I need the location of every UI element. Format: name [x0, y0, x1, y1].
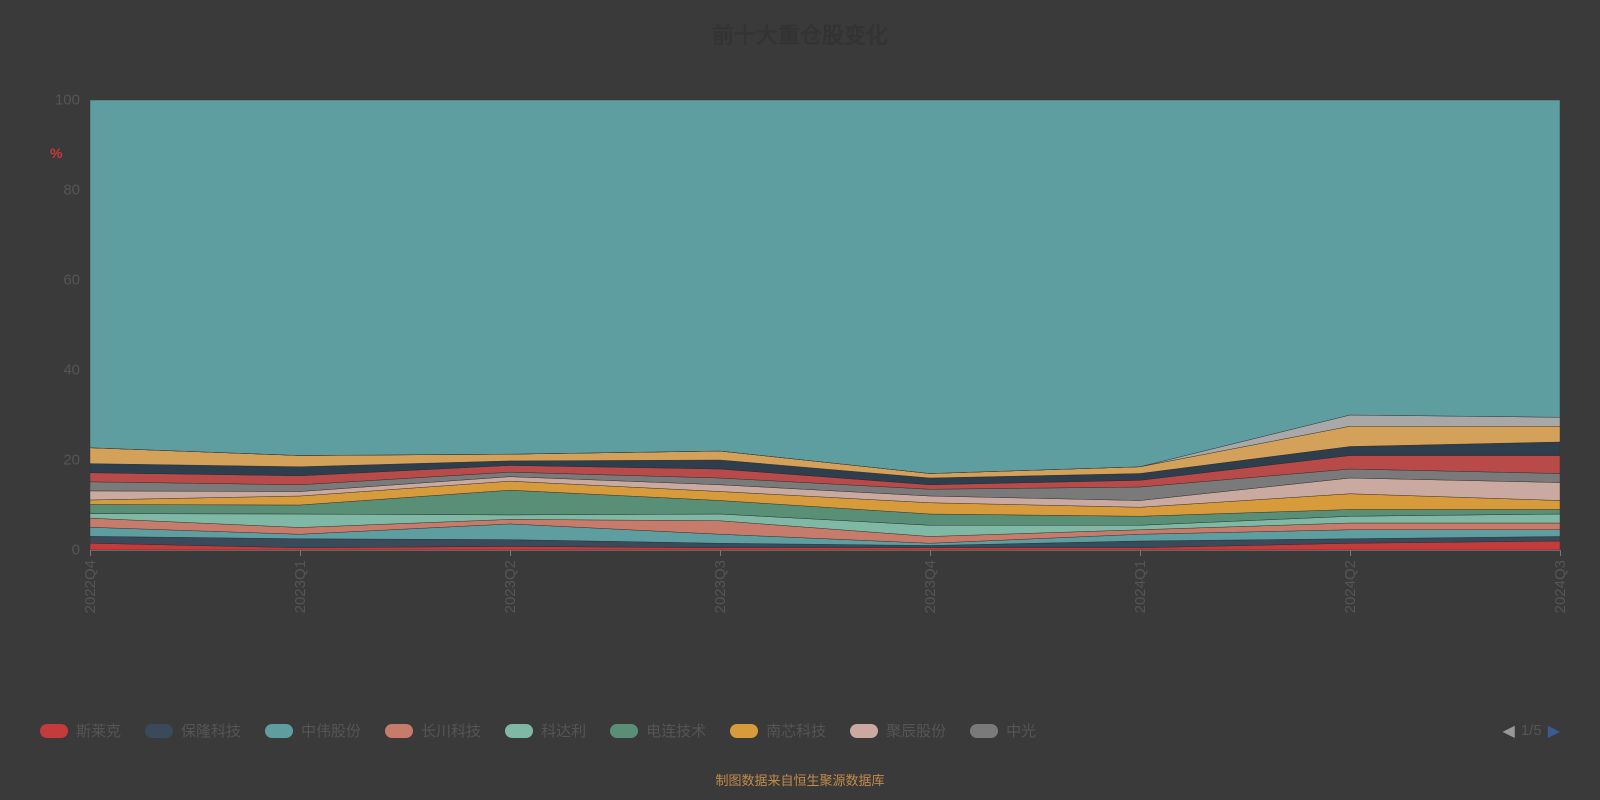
y-tick-label: 60: [30, 272, 80, 289]
area-series: [90, 100, 1560, 474]
legend-item[interactable]: 科达利: [505, 720, 586, 741]
legend-swatch: [145, 724, 173, 738]
container: 前十大重仓股变化 % 0 20 40 60 80 100 2022Q4 2023Q1 2023…: [0, 0, 1600, 800]
legend-label: 聚辰股份: [886, 720, 946, 741]
y-tick-label: 80: [30, 182, 80, 199]
x-tick-mark: [1140, 550, 1141, 556]
legend-label: 中光: [1006, 720, 1036, 741]
x-tick-label: 2024Q1: [1132, 560, 1149, 613]
legend-label: 中伟股份: [301, 720, 361, 741]
legend-swatch: [40, 724, 68, 738]
legend-label: 保隆科技: [181, 720, 241, 741]
legend-swatch: [505, 724, 533, 738]
legend-item[interactable]: 电连技术: [610, 720, 706, 741]
y-tick-label: 100: [30, 92, 80, 109]
y-tick-label: 40: [30, 362, 80, 379]
legend-label: 科达利: [541, 720, 586, 741]
pager-next-icon[interactable]: ▶: [1548, 721, 1560, 741]
y-tick-label: 0: [30, 542, 80, 559]
legend-label: 南芯科技: [766, 720, 826, 741]
x-tick-mark: [1350, 550, 1351, 556]
legend-item[interactable]: 长川科技: [385, 720, 481, 741]
pager-text: 1/5: [1521, 722, 1542, 739]
pager-prev-icon[interactable]: ◀: [1503, 721, 1515, 741]
legend-swatch: [385, 724, 413, 738]
legend-pager: ◀ 1/5 ▶: [1503, 721, 1560, 741]
x-tick-mark: [90, 550, 91, 556]
legend-item[interactable]: 中光: [970, 720, 1036, 741]
y-tick-label: 20: [30, 452, 80, 469]
x-tick-mark: [1560, 550, 1561, 556]
x-axis-baseline: [90, 550, 1560, 551]
plot-area: [90, 100, 1560, 550]
legend-swatch: [265, 724, 293, 738]
chart-title: 前十大重仓股变化: [0, 0, 1600, 50]
legend-item[interactable]: 保隆科技: [145, 720, 241, 741]
stacked-area-svg: [90, 100, 1560, 550]
legend-swatch: [970, 724, 998, 738]
legend-label: 斯莱克: [76, 720, 121, 741]
x-tick-mark: [930, 550, 931, 556]
x-tick-label: 2024Q3: [1552, 560, 1569, 613]
legend-item[interactable]: 聚辰股份: [850, 720, 946, 741]
legend-label: 电连技术: [646, 720, 706, 741]
x-tick-label: 2023Q1: [292, 560, 309, 613]
legend-item[interactable]: 南芯科技: [730, 720, 826, 741]
legend: 斯莱克 保隆科技 中伟股份 长川科技 科达利 电连技术 南芯科技 聚辰股份 中光 ◀ 1/5 ▶: [40, 720, 1560, 741]
x-tick-label: 2023Q4: [922, 560, 939, 613]
legend-swatch: [730, 724, 758, 738]
legend-item[interactable]: 斯莱克: [40, 720, 121, 741]
legend-item[interactable]: 中伟股份: [265, 720, 361, 741]
legend-swatch: [850, 724, 878, 738]
legend-swatch: [610, 724, 638, 738]
footer-caption: 制图数据来自恒生聚源数据库: [0, 770, 1600, 789]
x-tick-label: 2024Q2: [1342, 560, 1359, 613]
legend-label: 长川科技: [421, 720, 481, 741]
x-tick-mark: [720, 550, 721, 556]
x-tick-mark: [300, 550, 301, 556]
x-tick-label: 2023Q2: [502, 560, 519, 613]
y-axis-label: %: [50, 145, 62, 161]
x-tick-label: 2022Q4: [82, 560, 99, 613]
x-tick-mark: [510, 550, 511, 556]
x-tick-label: 2023Q3: [712, 560, 729, 613]
